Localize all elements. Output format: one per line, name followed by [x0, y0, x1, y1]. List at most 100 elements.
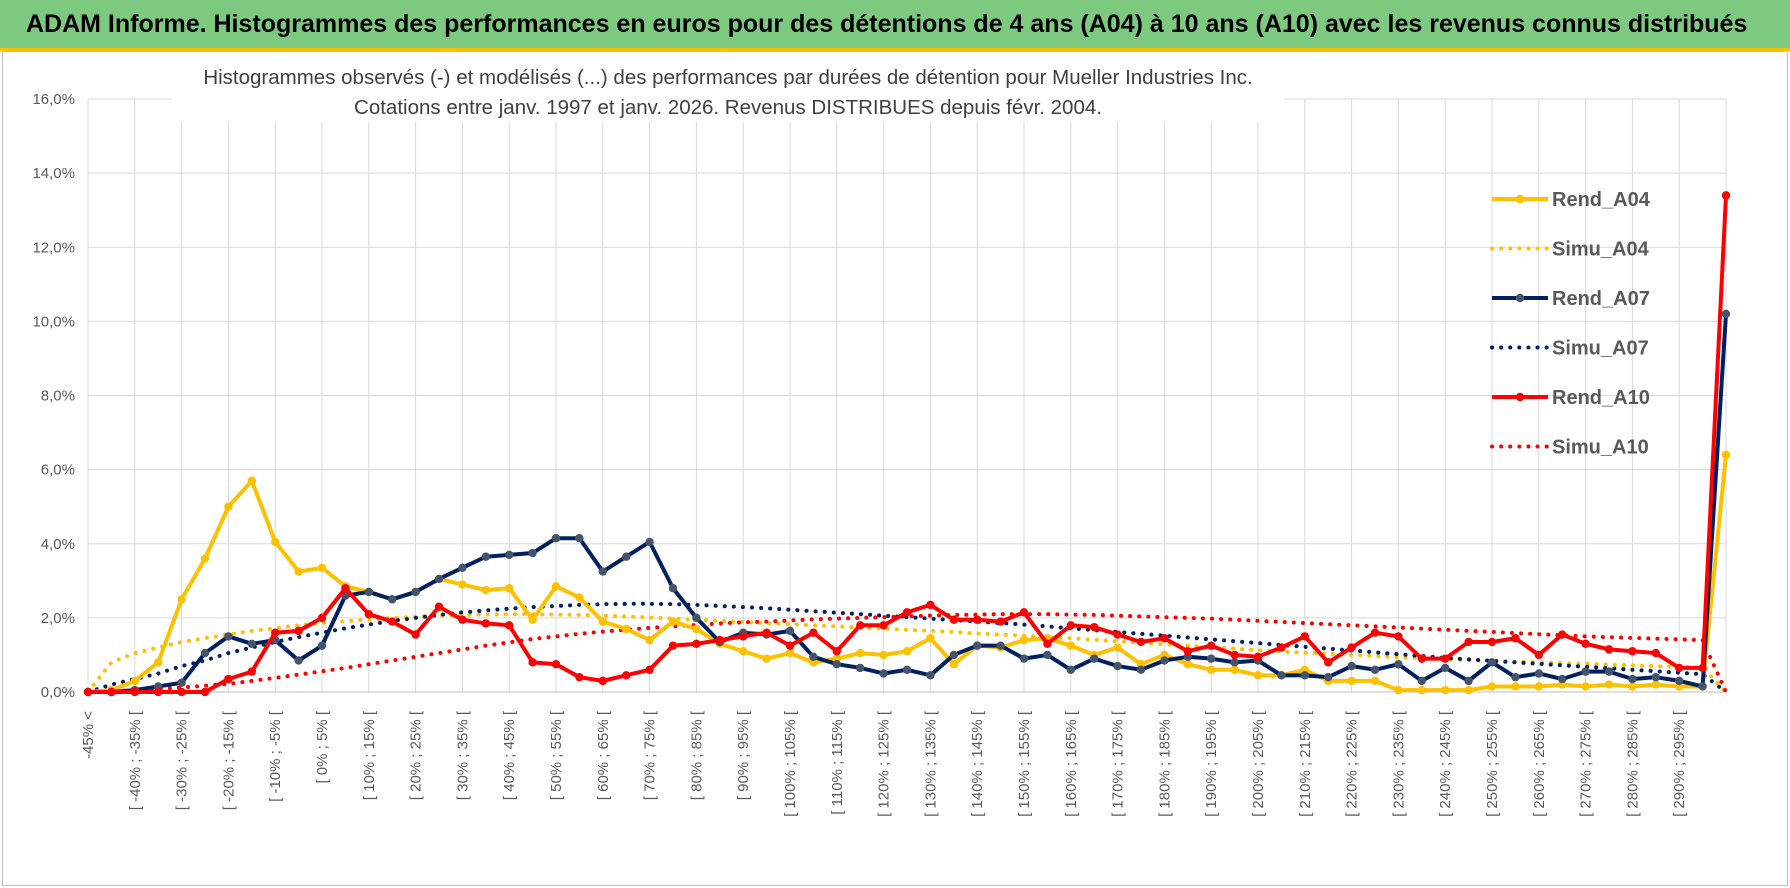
y-tick-label: 16,0%	[32, 91, 75, 108]
x-tick-label: [ 210% ; 215% [	[1297, 710, 1314, 817]
series-rend-a04-point	[551, 582, 561, 591]
series-rend-a10-point	[1675, 663, 1684, 673]
series-rend-a07-point	[1721, 309, 1731, 319]
series-rend-a10-point	[668, 641, 678, 650]
series-rend-a07-point	[926, 671, 935, 680]
legend-simu-a07-label: Simu_A07	[1552, 338, 1649, 360]
series-rend-a04-point	[130, 676, 139, 686]
series-rend-a10-point	[1721, 191, 1731, 200]
series-rend-a04-point	[1394, 685, 1403, 695]
series-rend-a07-point	[247, 639, 256, 649]
series-rend-a07-point	[177, 678, 186, 687]
series-rend-a04-point	[1370, 676, 1380, 686]
y-tick-label: 14,0%	[32, 165, 75, 182]
series-rend-a10-point	[177, 687, 186, 697]
report-banner-title: ADAM Informe. Histogrammes des performan…	[0, 0, 1790, 48]
series-rend-a10-point	[832, 647, 841, 656]
y-tick-label: 6,0%	[41, 462, 75, 479]
series-rend-a04-point	[1534, 682, 1544, 691]
x-tick-label: -45% <	[80, 711, 97, 759]
series-rend-a10-point	[622, 671, 631, 680]
series-rend-a10-point	[1370, 628, 1380, 637]
series-rend-a04-point	[645, 635, 654, 645]
series-rend-a07-point	[879, 669, 888, 678]
series-rend-a10-point	[785, 641, 795, 650]
series-rend-a04-point	[1604, 680, 1614, 689]
chart-title-line-2: Cotations entre janv. 1997 et janv. 2026…	[354, 96, 1102, 119]
series-rend-a10-point	[1230, 650, 1239, 660]
chart-title-line-1: Histogrammes observés (-) et modélisés (…	[203, 66, 1252, 89]
series-rend-a07-point	[1417, 676, 1427, 686]
series-rend-a04-point	[668, 617, 678, 626]
y-tick-label: 4,0%	[41, 536, 75, 553]
x-tick-label: [ 240% ; 245% [	[1437, 710, 1454, 817]
x-tick-label: [ 100% ; 105% [	[782, 710, 799, 817]
series-rend-a10-point	[294, 626, 303, 636]
series-rend-a07-point	[1464, 676, 1473, 686]
series-rend-a04-point	[1347, 676, 1356, 686]
x-tick-label: [ 110% ; 115% [	[829, 710, 846, 815]
series-rend-a07-point	[1090, 654, 1099, 663]
x-axis-labels: -45% < [ -40% ; -35% [[ -30% ; -25% [[ -2…	[80, 710, 1688, 817]
series-rend-a07-point	[1019, 654, 1029, 663]
y-tick-label: 0,0%	[41, 684, 75, 701]
x-tick-label: [ -40% ; -35% [	[127, 710, 144, 810]
series-simu-a07-line	[86, 601, 1728, 694]
series-rend-a10-point	[1207, 641, 1216, 650]
series-rend-a04-point	[317, 563, 327, 573]
x-tick-label: [ 50% ; 55% [	[548, 710, 565, 800]
series-rend-a10-point	[809, 628, 818, 637]
series-rend-a10-point	[1511, 634, 1520, 643]
series-rend-a07-point	[1230, 658, 1239, 667]
series-rend-a07-point	[1604, 667, 1614, 676]
series-rend-a04-point	[1066, 641, 1076, 650]
y-axis-labels: 0,0% 2,0% 4,0% 6,0% 8,0% 10,0% 12,0% 14,0% 16,0%	[32, 91, 75, 701]
series-rend-a04-point	[1628, 682, 1637, 691]
series-rend-a10-point	[1651, 648, 1661, 658]
series-rend-a10-point	[949, 615, 958, 624]
x-tick-label: [ 170% ; 175% [	[1110, 710, 1127, 817]
series-rend-a10-point	[1043, 639, 1052, 649]
series-rend-a10-point	[224, 674, 233, 684]
x-tick-label: [ 70% ; 75% [	[642, 710, 659, 800]
series-rend-a10-point	[1464, 637, 1473, 647]
series-rend-a07-point	[973, 641, 982, 650]
series-rend-a07-point	[1628, 674, 1637, 684]
series-rend-a07-point	[1136, 665, 1146, 674]
x-tick-label: [ 80% ; 85% [	[688, 710, 705, 800]
series-rend-a10-point	[528, 658, 537, 667]
series-rend-a04-point	[177, 595, 186, 604]
series-rend-a07-point	[1066, 665, 1076, 674]
series-rend-a10-point	[1394, 632, 1403, 641]
legend-rend-a07-label: Rend_A07	[1552, 288, 1650, 310]
series-rend-a04-point	[247, 476, 256, 485]
series-rend-a07-point	[434, 574, 444, 584]
series-rend-a04-point	[622, 624, 631, 634]
series-rend-a07-point	[668, 584, 678, 593]
series-rend-a10-point	[411, 630, 420, 639]
series-rend-a07-point	[598, 567, 607, 576]
x-tick-label: [ 230% ; 235% [	[1390, 710, 1407, 817]
series-rend-a07-point	[1160, 656, 1169, 665]
series-rend-a10-point	[458, 615, 467, 624]
y-tick-label: 8,0%	[41, 388, 75, 405]
series-rend-a10-point	[1019, 608, 1029, 617]
series-rend-a07-point	[1698, 682, 1707, 691]
series-rend-a07-point	[1534, 669, 1544, 678]
x-tick-label: [ 220% ; 225% [	[1344, 710, 1361, 817]
y-tick-label: 2,0%	[41, 610, 75, 627]
series-rend-a04-point	[856, 648, 865, 658]
chart-frame	[2, 51, 1788, 886]
series-rend-a07-point	[692, 613, 701, 623]
series-rend-a10-point	[973, 615, 982, 624]
series-rend-a07-point	[1277, 671, 1286, 680]
legend-simu-a04-label: Simu_A04	[1552, 239, 1650, 261]
series-rend-a07-point	[364, 587, 373, 597]
series-rend-a04-point	[458, 580, 467, 589]
series-rend-a04-point	[1721, 450, 1731, 459]
legend-rend-a04-marker	[1515, 194, 1525, 204]
legend: Rend_A04 Simu_A04 Rend_A07 Simu_A07 Rend_A10…	[1490, 189, 1651, 459]
series-rend-a10-point	[856, 621, 865, 630]
series-rend-a07-point	[949, 650, 958, 660]
x-tick-label: [ 190% ; 195% [	[1203, 710, 1220, 817]
